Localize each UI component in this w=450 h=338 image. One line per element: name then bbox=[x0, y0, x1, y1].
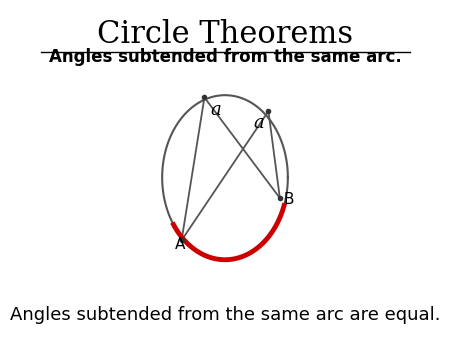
Text: a: a bbox=[253, 114, 264, 132]
Text: Angles subtended from the same arc are equal.: Angles subtended from the same arc are e… bbox=[10, 307, 440, 324]
Text: B: B bbox=[284, 192, 294, 207]
Text: a: a bbox=[210, 101, 221, 119]
Text: Circle Theorems: Circle Theorems bbox=[97, 19, 353, 50]
Text: Angles subtended from the same arc.: Angles subtended from the same arc. bbox=[49, 48, 401, 66]
Text: A: A bbox=[175, 237, 185, 252]
